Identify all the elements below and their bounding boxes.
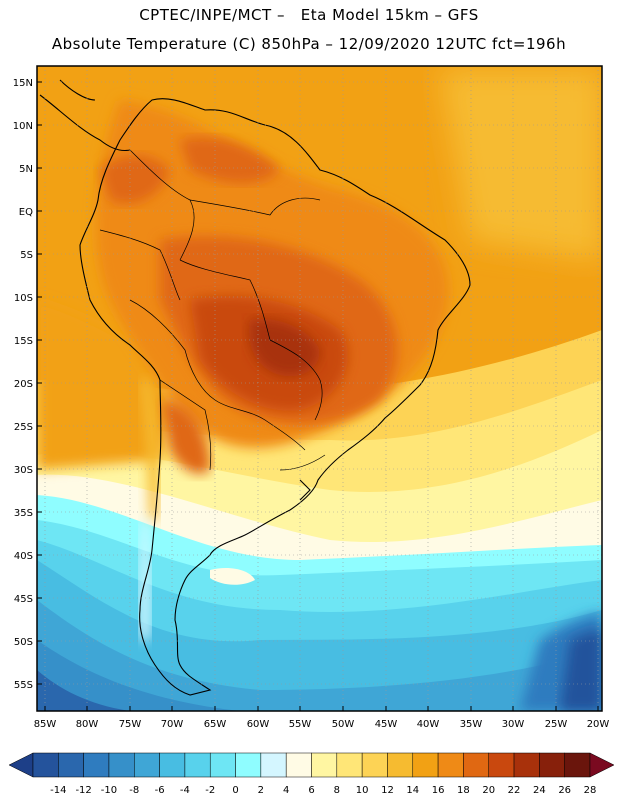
lat-label: 55S xyxy=(14,680,33,691)
colorbar-tick-label: -8 xyxy=(129,785,139,796)
colorbar-tick-label: 12 xyxy=(381,785,394,796)
colorbar-tick-label: 18 xyxy=(457,785,470,796)
colorbar-tick-label: 20 xyxy=(482,785,495,796)
colorbar-tick-label: 6 xyxy=(308,785,314,796)
colorbar-tick-label: -14 xyxy=(50,785,66,796)
colorbar-swatch xyxy=(83,752,110,778)
colorbar-swatch xyxy=(488,752,515,778)
lat-label: 15S xyxy=(14,336,33,347)
lon-label: 45W xyxy=(375,719,398,730)
colorbar-swatch xyxy=(564,752,591,778)
colorbar-swatch xyxy=(159,752,186,778)
colorbar-swatch xyxy=(108,752,135,778)
colorbar-tick-label: 2 xyxy=(258,785,264,796)
coastline xyxy=(39,79,471,696)
colorbar-swatch xyxy=(513,752,540,778)
colorbar-tick-label: -2 xyxy=(205,785,215,796)
temperature-field xyxy=(37,66,602,711)
lat-label: 50S xyxy=(14,637,33,648)
lon-label: 60W xyxy=(247,719,270,730)
lat-label: 5S xyxy=(20,250,33,261)
lon-label: 25W xyxy=(545,719,568,730)
lat-label: 10N xyxy=(13,121,33,132)
lat-label: 20S xyxy=(14,379,33,390)
colorbar-tick-label: -6 xyxy=(155,785,165,796)
map-title-line-1: CPTEC/INPE/MCT – Eta Model 15km – GFS xyxy=(139,6,479,24)
lon-label: 65W xyxy=(204,719,227,730)
lon-label: 55W xyxy=(289,719,312,730)
colorbar-swatch xyxy=(134,752,160,778)
colorbar-tick-label: -10 xyxy=(101,785,117,796)
colorbar-swatch xyxy=(260,752,287,778)
lon-label: 40W xyxy=(417,719,440,730)
colorbar-max-arrow xyxy=(589,752,615,778)
colorbar-tick-label: 10 xyxy=(356,785,369,796)
lat-label: 25S xyxy=(14,422,33,433)
colorbar-swatch xyxy=(209,752,236,778)
colorbar-tick-label: -4 xyxy=(180,785,190,796)
colorbar: -14 -12 -10 -8 -6 -4 -2 0 2 4 6 8 10 12 14 16 18 20 22 24 26… xyxy=(8,752,615,796)
lat-label: 35S xyxy=(14,508,33,519)
colorbar-tick-label: 16 xyxy=(432,785,445,796)
lat-label: 40S xyxy=(14,551,33,562)
colorbar-tick-label: 0 xyxy=(232,785,238,796)
longitude-labels: 85W 80W 75W 70W 65W 60W 55W 50W 45W 40W … xyxy=(34,719,610,730)
axis-ticks xyxy=(37,81,599,711)
colorbar-swatch xyxy=(285,752,312,778)
colorbar-swatch xyxy=(387,752,414,778)
colorbar-tick-label: 26 xyxy=(558,785,571,796)
colorbar-swatch xyxy=(463,752,489,778)
map-frame xyxy=(36,65,603,712)
colorbar-swatch xyxy=(235,752,262,778)
colorbar-tick-label: 28 xyxy=(584,785,597,796)
lat-label: 30S xyxy=(14,465,33,476)
colorbar-swatch xyxy=(437,752,464,778)
colorbar-swatch xyxy=(336,752,363,778)
lat-label: 5N xyxy=(19,164,33,175)
lon-label: 75W xyxy=(119,719,142,730)
lat-label: 45S xyxy=(14,594,33,605)
colorbar-tick-label: 22 xyxy=(508,785,521,796)
colorbar-tick-label: -12 xyxy=(75,785,91,796)
colorbar-tick-label: 8 xyxy=(334,785,340,796)
lon-label: 85W xyxy=(34,719,57,730)
lat-label: 10S xyxy=(14,293,33,304)
latitude-labels: 15N 10N 5N EQ 5S 10S 15S 20S 25S 30S 35S… xyxy=(13,78,33,691)
lon-label: 30W xyxy=(502,719,525,730)
colorbar-swatch xyxy=(412,752,439,778)
lat-label: 15N xyxy=(13,78,33,89)
colorbar-swatch xyxy=(58,752,84,778)
colorbar-min-arrow xyxy=(8,752,34,778)
colorbar-swatch xyxy=(184,752,211,778)
colorbar-tick-label: 14 xyxy=(406,785,419,796)
lon-label: 50W xyxy=(332,719,355,730)
lon-label: 80W xyxy=(76,719,99,730)
lon-label: 20W xyxy=(587,719,610,730)
map-title-line-2: Absolute Temperature (C) 850hPa – 12/09/… xyxy=(51,35,567,53)
colorbar-swatch xyxy=(361,752,388,778)
colorbar-swatch xyxy=(311,752,338,778)
lon-label: 35W xyxy=(460,719,483,730)
colorbar-swatch xyxy=(32,752,59,778)
colorbar-tick-label: 24 xyxy=(533,785,546,796)
country-borders xyxy=(99,149,326,471)
colorbar-swatch xyxy=(539,752,565,778)
lon-label: 70W xyxy=(161,719,184,730)
lat-label: EQ xyxy=(19,207,33,218)
colorbar-tick-label: 4 xyxy=(283,785,289,796)
